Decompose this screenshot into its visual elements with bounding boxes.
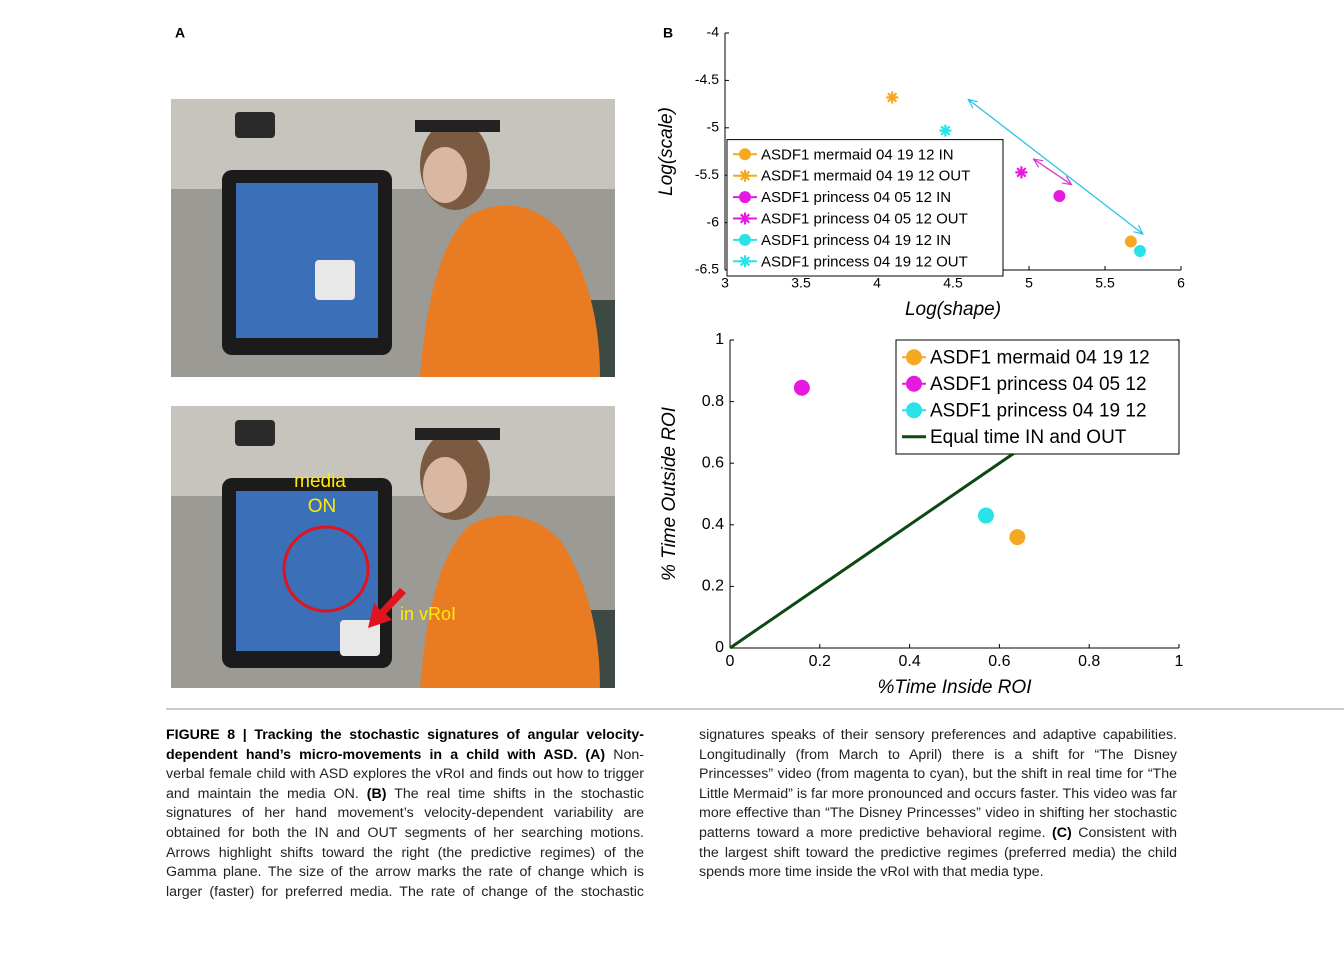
point [739,148,751,160]
panel-label: A [175,25,185,41]
page: A B media ON in vRoI 3 3.5 4 4.5 5 5.5 6 -6.5 -6… [0,0,1344,963]
point [906,349,922,365]
photo [171,99,615,377]
y-tick-label: -4.5 [695,71,719,87]
point [906,376,922,392]
arrow [1034,159,1072,185]
y-tick-label: -6 [707,213,720,229]
star-marker [886,91,898,103]
x-tick-label: 0.2 [809,653,831,670]
legend-label: ASDF1 mermaid 04 19 12 IN [761,146,954,163]
point [906,402,922,418]
y-tick-label: 0.8 [702,393,724,410]
star-marker [939,125,951,137]
y-tick-label: -4 [707,24,720,40]
photo-annotation: ON [308,496,337,517]
y-tick-label: -5 [707,119,720,135]
point [1134,245,1146,257]
star-marker [739,213,751,225]
x-tick-label: 4 [873,275,881,291]
y-axis-label: Log(scale) [656,107,677,196]
x-tick-label: 1 [1175,653,1184,670]
caption: FIGURE 8 | Tracking the stochastic signa… [166,726,1177,956]
x-tick-label: 3 [721,275,729,291]
legend-label: Equal time IN and OUT [930,427,1127,448]
point [1009,529,1025,545]
x-tick-label: 0.4 [898,653,920,670]
x-tick-label: 5 [1025,275,1033,291]
y-tick-label: 1 [715,331,724,348]
y-axis-label: % Time Outside ROI [659,406,680,581]
legend-label: ASDF1 princess 04 19 12 [930,400,1147,421]
y-tick-label: 0.4 [702,516,724,533]
star-marker [1015,166,1027,178]
point [739,234,751,246]
x-tick-label: 3.5 [791,275,811,291]
y-tick-label: -5.5 [695,166,719,182]
legend-label: ASDF1 mermaid 04 19 12 OUT [761,168,970,185]
photo-annotation: media [294,471,346,492]
x-tick-label: 5.5 [1095,275,1115,291]
legend-label: ASDF1 princess 04 19 12 IN [761,232,951,249]
point [978,508,994,524]
point [739,191,751,203]
legend-label: ASDF1 princess 04 05 12 OUT [761,210,968,227]
legend-label: ASDF1 princess 04 05 12 IN [761,189,951,206]
caption-label: (B) [367,786,387,802]
photo-annotation: in vRoI [400,604,456,624]
x-tick-label: 6 [1177,275,1185,291]
x-tick-label: 0.8 [1078,653,1100,670]
caption-label: (C) [1052,825,1072,841]
point [1125,236,1137,248]
x-axis-label: Log(shape) [905,299,1001,320]
photo: media ON in vRoI [171,406,615,688]
legend-label: ASDF1 princess 04 19 12 OUT [761,253,968,270]
x-tick-label: 0 [726,653,735,670]
legend-label: ASDF1 mermaid 04 19 12 [930,347,1150,368]
y-tick-label: 0.2 [702,578,724,595]
y-tick-label: -6.5 [695,261,719,277]
caption-title: FIGURE 8 | Tracking the stochastic signa… [166,727,644,763]
point [794,380,810,396]
y-tick-label: 0.6 [702,454,724,471]
star-marker [739,255,751,267]
x-tick-label: 4.5 [943,275,963,291]
y-tick-label: 0 [715,639,724,656]
star-marker [739,170,751,182]
x-axis-label: %Time Inside ROI [878,677,1033,698]
point [1053,190,1065,202]
x-tick-label: 0.6 [988,653,1010,670]
panel-label: B [663,25,673,41]
legend-label: ASDF1 princess 04 05 12 [930,374,1147,395]
caption-label: (A) [585,747,605,763]
